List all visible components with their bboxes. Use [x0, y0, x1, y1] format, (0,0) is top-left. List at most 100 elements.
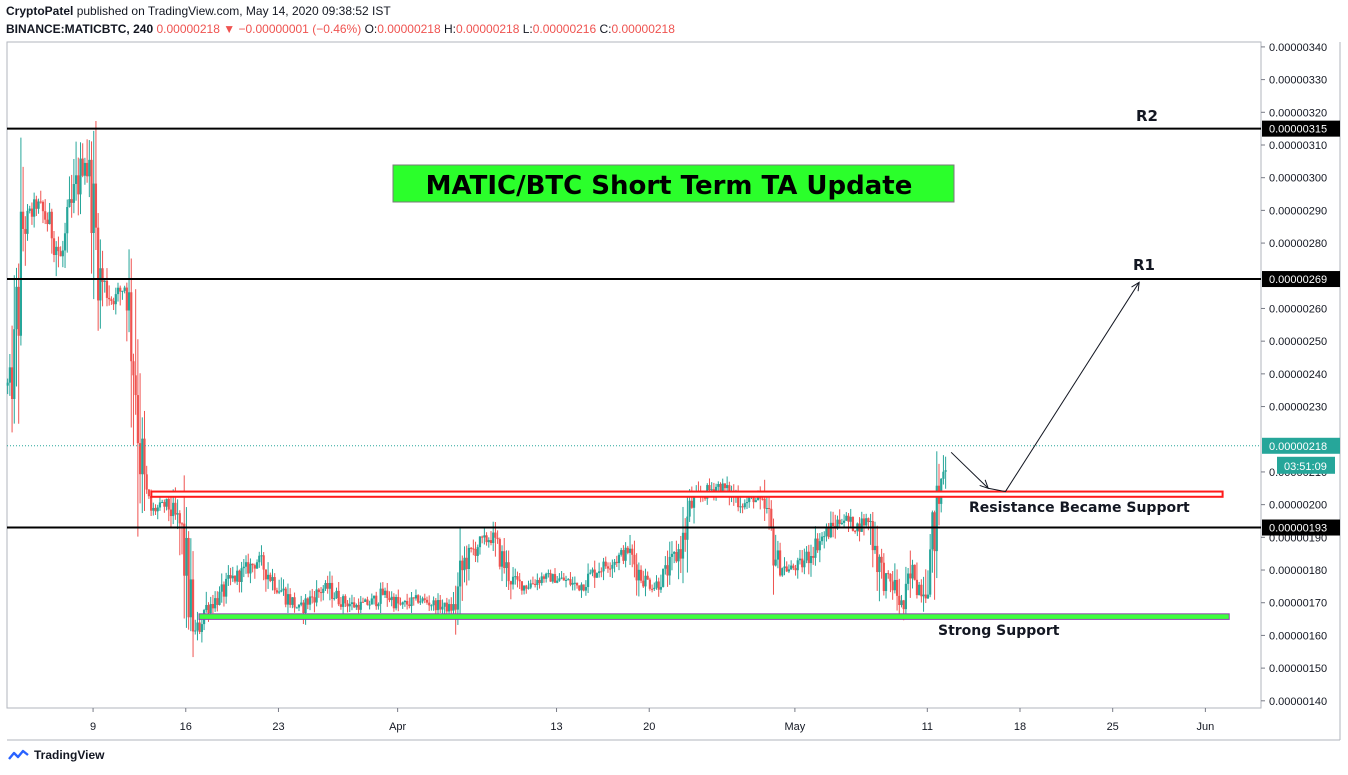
candle-body — [366, 599, 369, 605]
candle-body — [527, 587, 530, 589]
y-tick-label: 0.00000160 — [1269, 630, 1327, 642]
candle-body — [240, 568, 243, 582]
x-tick-label: 16 — [180, 721, 192, 733]
candle-body — [644, 575, 647, 587]
candle-body — [66, 207, 69, 234]
candle-body — [408, 604, 411, 607]
candle-body — [741, 506, 744, 508]
candle-body — [50, 211, 53, 239]
candle-body — [558, 578, 561, 581]
candle-body — [304, 598, 307, 614]
candle-body — [628, 548, 632, 553]
candle-body — [615, 561, 618, 564]
time-axis[interactable]: 9 16 23 Apr 13 20 May 11 18 25 Jun — [90, 708, 1214, 733]
candle-body — [97, 227, 100, 301]
candle-body — [174, 502, 177, 515]
price-axis[interactable]: 0.00000340 0.00000330 0.00000320 0.00000310… — [1261, 42, 1327, 708]
candle-body — [520, 581, 523, 591]
candle-body — [209, 604, 212, 614]
candle-body — [423, 598, 426, 600]
candle-body — [547, 573, 550, 575]
candle-body — [942, 471, 945, 479]
plot-frame — [6, 41, 1262, 709]
candle-body — [17, 286, 20, 336]
candle-body — [571, 582, 574, 585]
candle-body — [666, 565, 669, 576]
candle-body — [253, 565, 256, 569]
candle-body — [335, 590, 338, 599]
candle-body — [138, 443, 142, 475]
candle-body — [13, 329, 16, 399]
candle-body — [869, 521, 872, 523]
candle-body — [653, 587, 656, 590]
x-tick-label: 23 — [272, 721, 284, 733]
candle-body — [829, 522, 832, 538]
candle-body — [454, 604, 457, 610]
candle-body — [410, 597, 413, 607]
candle-body — [447, 604, 451, 612]
candle-body — [359, 601, 362, 610]
candle-body — [692, 496, 696, 508]
candle-body — [796, 560, 799, 571]
author-name[interactable]: CryptoPatel — [6, 4, 74, 18]
candle-body — [172, 502, 175, 517]
projection-arrowhead-up — [1131, 281, 1140, 292]
x-tick-label: 9 — [90, 721, 96, 733]
candle-body — [143, 438, 146, 475]
publish-text: published on TradingView.com, May 14, 20… — [76, 4, 391, 18]
candle-body — [514, 576, 517, 578]
candle-body — [472, 548, 475, 550]
candle-body — [781, 568, 784, 576]
candle-body — [425, 599, 429, 603]
candle-body — [24, 228, 27, 234]
candle-body — [633, 554, 636, 565]
candle-body — [823, 536, 826, 538]
candle-body — [763, 498, 766, 509]
candle-body — [216, 598, 219, 605]
candle-body — [613, 561, 616, 565]
candle-body — [586, 573, 590, 588]
candle-body — [902, 600, 905, 610]
candle-body — [463, 557, 466, 571]
countdown-label: 03:51:09 — [1284, 461, 1327, 473]
candle-body — [723, 483, 727, 489]
candle-body — [920, 584, 923, 597]
candle-body — [836, 519, 839, 529]
candle-body — [83, 162, 87, 176]
candle-body — [820, 536, 824, 542]
candle-body — [593, 569, 596, 578]
candle-body — [59, 251, 62, 257]
candle-body — [439, 600, 442, 610]
candle-body — [467, 547, 471, 570]
candle-body — [891, 581, 894, 591]
candle-body — [650, 588, 654, 590]
candle-body — [646, 575, 649, 580]
ohlc-bar: BINANCE:MATICBTC, 240 0.00000218 ▼ −0.00… — [6, 22, 675, 36]
candle-body — [878, 556, 881, 573]
candle-body — [258, 555, 261, 563]
y-tick-label: 0.00000250 — [1269, 336, 1327, 348]
candle-body — [55, 246, 58, 256]
candle-body — [719, 484, 722, 493]
candle-body — [176, 513, 179, 515]
candle-body — [225, 578, 228, 597]
candle-body — [825, 528, 828, 537]
footer-brand[interactable]: TradingView — [34, 748, 105, 762]
candle-body — [414, 595, 418, 599]
y-tick-label: 0.00000290 — [1269, 205, 1327, 217]
candle-body — [710, 489, 713, 491]
level-tag-label: 0.00000193 — [1269, 523, 1327, 535]
candle-body — [112, 300, 115, 305]
candle-body — [189, 579, 192, 618]
candle-body — [889, 573, 892, 582]
candle-body — [684, 532, 687, 540]
candle-body — [300, 602, 303, 605]
candle-body — [406, 601, 409, 605]
candle-body — [604, 561, 607, 567]
change-value: −0.00000001 (−0.46%) — [238, 22, 362, 36]
levels: 0.00000315 0.00000269 0.00000193 0.00000218… — [7, 120, 1340, 536]
candle-body — [739, 506, 742, 508]
candle-body — [518, 579, 521, 582]
candle-body — [606, 566, 610, 569]
